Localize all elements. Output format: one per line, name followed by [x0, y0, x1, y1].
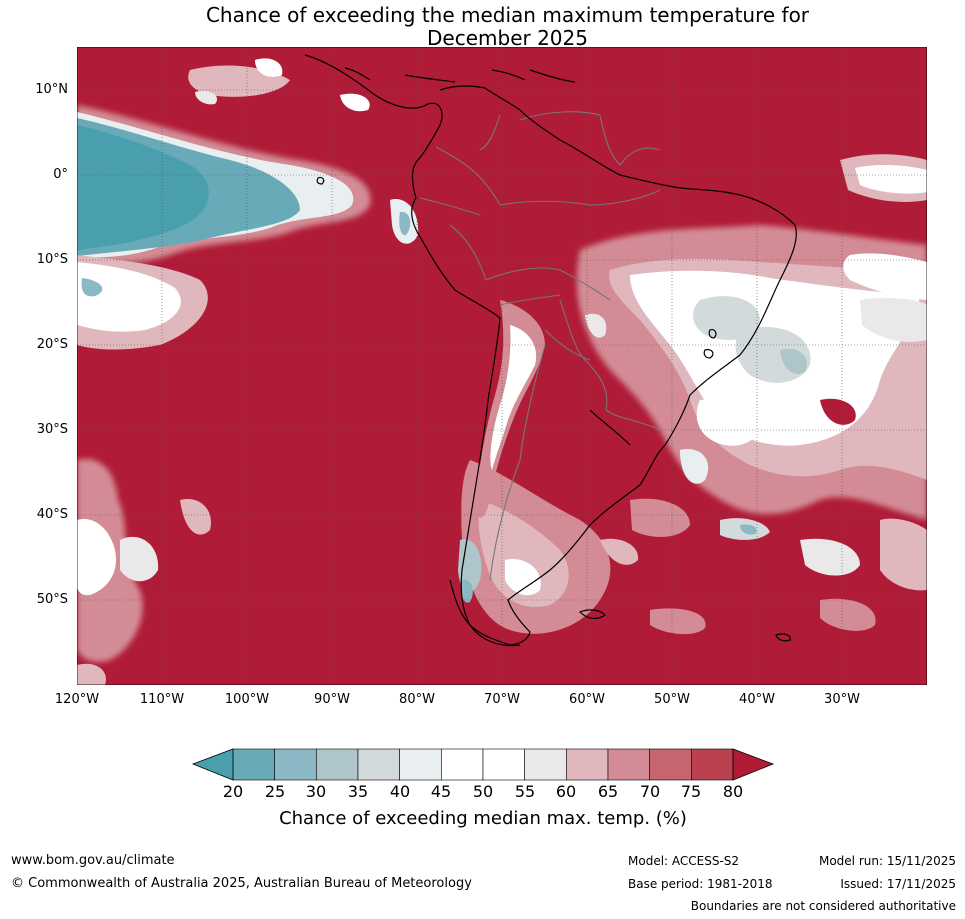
footer-model-run: Model run: 15/11/2025 — [818, 854, 956, 868]
lat-label-equator: 0° — [53, 167, 68, 182]
andes-cool-strip — [458, 300, 607, 603]
footer-base-period: Base period: 1981-2018 — [628, 877, 773, 891]
colorbar-tick-20: 20 — [222, 782, 244, 801]
lon-label-70w: 70°W — [484, 692, 520, 707]
colorbar-tick-45: 45 — [430, 782, 452, 801]
colorbar-tick-25: 25 — [264, 782, 286, 801]
lon-label-40w: 40°W — [739, 692, 775, 707]
southern-cool-patches — [77, 459, 927, 685]
lon-label-50w: 50°W — [654, 692, 690, 707]
lat-label-20s: 20°S — [36, 337, 68, 352]
colorbar — [191, 748, 775, 781]
colorbar-tick-55: 55 — [514, 782, 536, 801]
colorbar-swatch — [274, 748, 317, 781]
colorbar-swatch — [566, 748, 609, 781]
footer-model: Model: ACCESS-S2 — [628, 854, 740, 868]
colorbar-swatches — [232, 748, 734, 781]
colorbar-tick-40: 40 — [389, 782, 411, 801]
lon-label-80w: 80°W — [399, 692, 435, 707]
lon-label-30w: 30°W — [824, 692, 860, 707]
footer-copyright: © Commonwealth of Australia 2025, Austra… — [11, 876, 472, 891]
lat-label-40s: 40°S — [36, 507, 68, 522]
lon-label-110w: 110°W — [139, 692, 185, 707]
colorbar-swatch — [441, 748, 484, 781]
lat-label-10n: 10°N — [35, 82, 68, 97]
colorbar-swatch — [649, 748, 692, 781]
footer-website: www.bom.gov.au/climate — [11, 853, 175, 868]
colorbar-tick-30: 30 — [305, 782, 327, 801]
probability-field — [77, 47, 927, 685]
coastlines — [304, 54, 797, 647]
colorbar-tick-50: 50 — [472, 782, 494, 801]
colorbar-tick-65: 65 — [597, 782, 619, 801]
colorbar-tick-80: 80 — [722, 782, 744, 801]
colorbar-swatch — [691, 748, 734, 781]
title-line-1: Chance of exceeding the median maximum t… — [205, 3, 810, 27]
footer-issued: Issued: 17/11/2025 — [840, 877, 956, 891]
title-line-2: December 2025 — [427, 26, 588, 50]
colorbar-tick-35: 35 — [347, 782, 369, 801]
brazil-atlantic-cool-region — [576, 154, 927, 540]
colorbar-swatch — [399, 748, 442, 781]
colorbar-swatch — [524, 748, 567, 781]
lat-label-10s: 10°S — [36, 252, 68, 267]
lat-label-30s: 30°S — [36, 422, 68, 437]
lon-label-90w: 90°W — [314, 692, 350, 707]
lon-label-60w: 60°W — [569, 692, 605, 707]
colorbar-label: Chance of exceeding median max. temp. (%… — [279, 808, 687, 829]
colorbar-low-arrow — [191, 748, 234, 781]
colorbar-tick-75: 75 — [680, 782, 702, 801]
colorbar-swatch — [316, 748, 359, 781]
colorbar-swatch — [232, 748, 275, 781]
graticule — [77, 47, 927, 685]
colorbar-high-arrow — [732, 748, 775, 781]
colorbar-swatch — [357, 748, 400, 781]
footer-disclaimer: Boundaries are not considered authoritat… — [690, 899, 956, 913]
colorbar-tick-60: 60 — [555, 782, 577, 801]
country-borders — [419, 111, 661, 581]
colorbar-tick-70: 70 — [639, 782, 661, 801]
lat-label-50s: 50°S — [36, 592, 68, 607]
map-title: Chance of exceeding the median maximum t… — [0, 4, 965, 50]
lon-label-100w: 100°W — [224, 692, 270, 707]
lon-label-120w: 120°W — [54, 692, 100, 707]
colorbar-swatch — [482, 748, 525, 781]
colorbar-swatch — [607, 748, 650, 781]
pacific-cool-band — [77, 58, 419, 350]
